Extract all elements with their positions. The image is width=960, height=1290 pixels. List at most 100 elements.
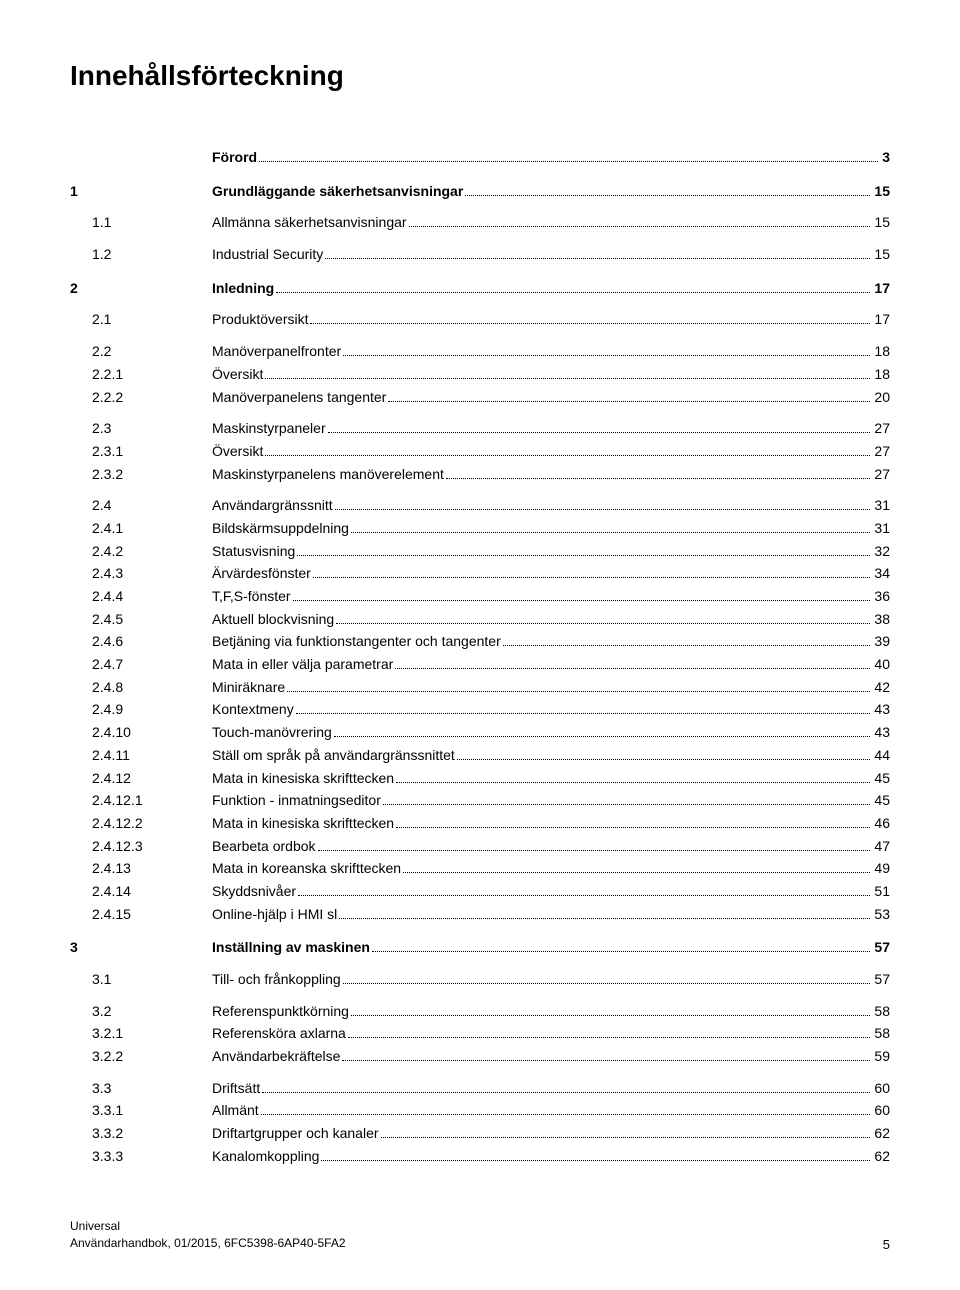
toc-page-number[interactable]: 15: [874, 244, 890, 266]
toc-entry-title[interactable]: Industrial Security: [212, 244, 323, 266]
toc-entry-title[interactable]: Ärvärdesfönster: [212, 563, 311, 585]
toc-entry-title[interactable]: Mata in eller välja parametrar: [212, 654, 393, 676]
toc-page-number[interactable]: 34: [874, 563, 890, 585]
toc-entry-title[interactable]: Användarbekräftelse: [212, 1046, 340, 1068]
toc-page-number[interactable]: 17: [874, 278, 890, 300]
toc-entry-title[interactable]: Funktion - inmatningseditor: [212, 790, 381, 812]
toc-entry-title[interactable]: Manöverpanelfronter: [212, 341, 341, 363]
toc-entry-title[interactable]: Referenspunktkörning: [212, 1001, 349, 1023]
toc-entry-title[interactable]: Mata in kinesiska skrifttecken: [212, 768, 394, 790]
toc-entry-title[interactable]: Grundläggande säkerhetsanvisningar: [212, 181, 463, 203]
toc-page-number[interactable]: 58: [874, 1001, 890, 1023]
toc-page-number[interactable]: 15: [874, 212, 890, 234]
toc-page-number[interactable]: 38: [874, 609, 890, 631]
toc-page-number[interactable]: 62: [874, 1146, 890, 1168]
toc-page-number[interactable]: 57: [874, 937, 890, 959]
toc-page-number[interactable]: 51: [874, 881, 890, 903]
toc-text-cell: Driftsätt 60: [212, 1078, 890, 1100]
toc-leader-dots: [310, 323, 870, 324]
toc-page-number[interactable]: 57: [874, 969, 890, 991]
toc-page-number[interactable]: 31: [874, 495, 890, 517]
toc-entry-title[interactable]: T,F,S-fönster: [212, 586, 291, 608]
toc-page-number[interactable]: 60: [874, 1100, 890, 1122]
toc-entry-title[interactable]: Statusvisning: [212, 541, 295, 563]
toc-page-number[interactable]: 62: [874, 1123, 890, 1145]
toc-leader-dots: [259, 161, 878, 162]
toc-page-number[interactable]: 40: [874, 654, 890, 676]
toc-entry-title[interactable]: Maskinstyrpaneler: [212, 418, 326, 440]
toc-entry-title[interactable]: Skyddsnivåer: [212, 881, 296, 903]
toc-page-number[interactable]: 59: [874, 1046, 890, 1068]
toc-chapter-number: 1: [70, 181, 92, 203]
toc-entry-title[interactable]: Översikt: [212, 441, 263, 463]
toc-entry-title[interactable]: Inställning av maskinen: [212, 937, 370, 959]
toc-page-number[interactable]: 27: [874, 418, 890, 440]
toc-entry-title[interactable]: Miniräknare: [212, 677, 285, 699]
toc-entry-title[interactable]: Driftsätt: [212, 1078, 260, 1100]
footer-line-1: Universal: [70, 1218, 346, 1235]
toc-page-number[interactable]: 31: [874, 518, 890, 540]
toc-page-number[interactable]: 60: [874, 1078, 890, 1100]
toc-page-number[interactable]: 44: [874, 745, 890, 767]
toc-entry-title[interactable]: Allmänna säkerhetsanvisningar: [212, 212, 407, 234]
toc-entry-title[interactable]: Inledning: [212, 278, 274, 300]
footer-left: Universal Användarhandbok, 01/2015, 6FC5…: [70, 1218, 346, 1252]
footer-line-2: Användarhandbok, 01/2015, 6FC5398-6AP40-…: [70, 1235, 346, 1252]
toc-chapter-number: 3: [70, 937, 92, 959]
toc-page-number[interactable]: 46: [874, 813, 890, 835]
toc-page-number[interactable]: 58: [874, 1023, 890, 1045]
toc-entry-title[interactable]: Översikt: [212, 364, 263, 386]
toc-entry-title[interactable]: Bildskärmsuppdelning: [212, 518, 349, 540]
toc-entry-title[interactable]: Ställ om språk på användargränssnittet: [212, 745, 455, 767]
toc-page-number[interactable]: 27: [874, 441, 890, 463]
toc-page-number[interactable]: 53: [874, 904, 890, 926]
toc-page-number[interactable]: 47: [874, 836, 890, 858]
toc-entry-title[interactable]: Mata in koreanska skrifttecken: [212, 858, 401, 880]
toc-page-number[interactable]: 15: [874, 181, 890, 203]
toc-entry-title[interactable]: Manöverpanelens tangenter: [212, 387, 386, 409]
toc-row: 2.3.2Maskinstyrpanelens manöverelement27: [70, 464, 890, 486]
toc-entry-title[interactable]: Användargränssnitt: [212, 495, 333, 517]
toc-leader-dots: [328, 432, 871, 433]
toc-entry-title[interactable]: Kontextmeny: [212, 699, 294, 721]
toc-page-number[interactable]: 42: [874, 677, 890, 699]
toc-page-number[interactable]: 39: [874, 631, 890, 653]
toc-row: 3.2Referenspunktkörning58: [70, 1001, 890, 1023]
toc-entry-title[interactable]: Kanalomkoppling: [212, 1146, 319, 1168]
toc-entry-title[interactable]: Online-hjälp i HMI sl: [212, 904, 337, 926]
toc-page-number[interactable]: 17: [874, 309, 890, 331]
toc-leader-dots: [293, 600, 871, 601]
toc-page-number[interactable]: 20: [874, 387, 890, 409]
toc-entry-title[interactable]: Referensköra axlarna: [212, 1023, 346, 1045]
toc-page-number[interactable]: 36: [874, 586, 890, 608]
toc-text-cell: Kanalomkoppling 62: [212, 1146, 890, 1168]
toc-entry-title[interactable]: Maskinstyrpanelens manöverelement: [212, 464, 444, 486]
toc-page-number[interactable]: 18: [874, 341, 890, 363]
toc-entry-title[interactable]: Till- och frånkoppling: [212, 969, 341, 991]
toc-entry-title[interactable]: Produktöversikt: [212, 309, 308, 331]
toc-text-cell: Produktöversikt 17: [212, 309, 890, 331]
toc-leader-dots: [348, 1037, 871, 1038]
toc-page-number[interactable]: 32: [874, 541, 890, 563]
toc-entry-title[interactable]: Bearbeta ordbok: [212, 836, 316, 858]
toc-leader-dots: [265, 455, 870, 456]
toc-entry-title[interactable]: Aktuell blockvisning: [212, 609, 334, 631]
toc-text-cell: Statusvisning 32: [212, 541, 890, 563]
toc-row: 2.4.7Mata in eller välja parametrar40: [70, 654, 890, 676]
toc-entry-title[interactable]: Betjäning via funktionstangenter och tan…: [212, 631, 501, 653]
toc-page-number[interactable]: 43: [874, 699, 890, 721]
toc-page-number[interactable]: 18: [874, 364, 890, 386]
toc-row: 2.4.14Skyddsnivåer51: [70, 881, 890, 903]
toc-page-number[interactable]: 49: [874, 858, 890, 880]
toc-entry-title[interactable]: Allmänt: [212, 1100, 259, 1122]
toc-entry-title[interactable]: Förord: [212, 147, 257, 169]
toc-section-number: 2.4.1: [92, 518, 212, 540]
toc-page-number[interactable]: 27: [874, 464, 890, 486]
toc-page-number[interactable]: 45: [874, 768, 890, 790]
toc-page-number[interactable]: 43: [874, 722, 890, 744]
toc-entry-title[interactable]: Touch-manövrering: [212, 722, 332, 744]
toc-entry-title[interactable]: Mata in kinesiska skrifttecken: [212, 813, 394, 835]
toc-entry-title[interactable]: Driftartgrupper och kanaler: [212, 1123, 379, 1145]
toc-page-number[interactable]: 45: [874, 790, 890, 812]
toc-page-number[interactable]: 3: [882, 147, 890, 169]
